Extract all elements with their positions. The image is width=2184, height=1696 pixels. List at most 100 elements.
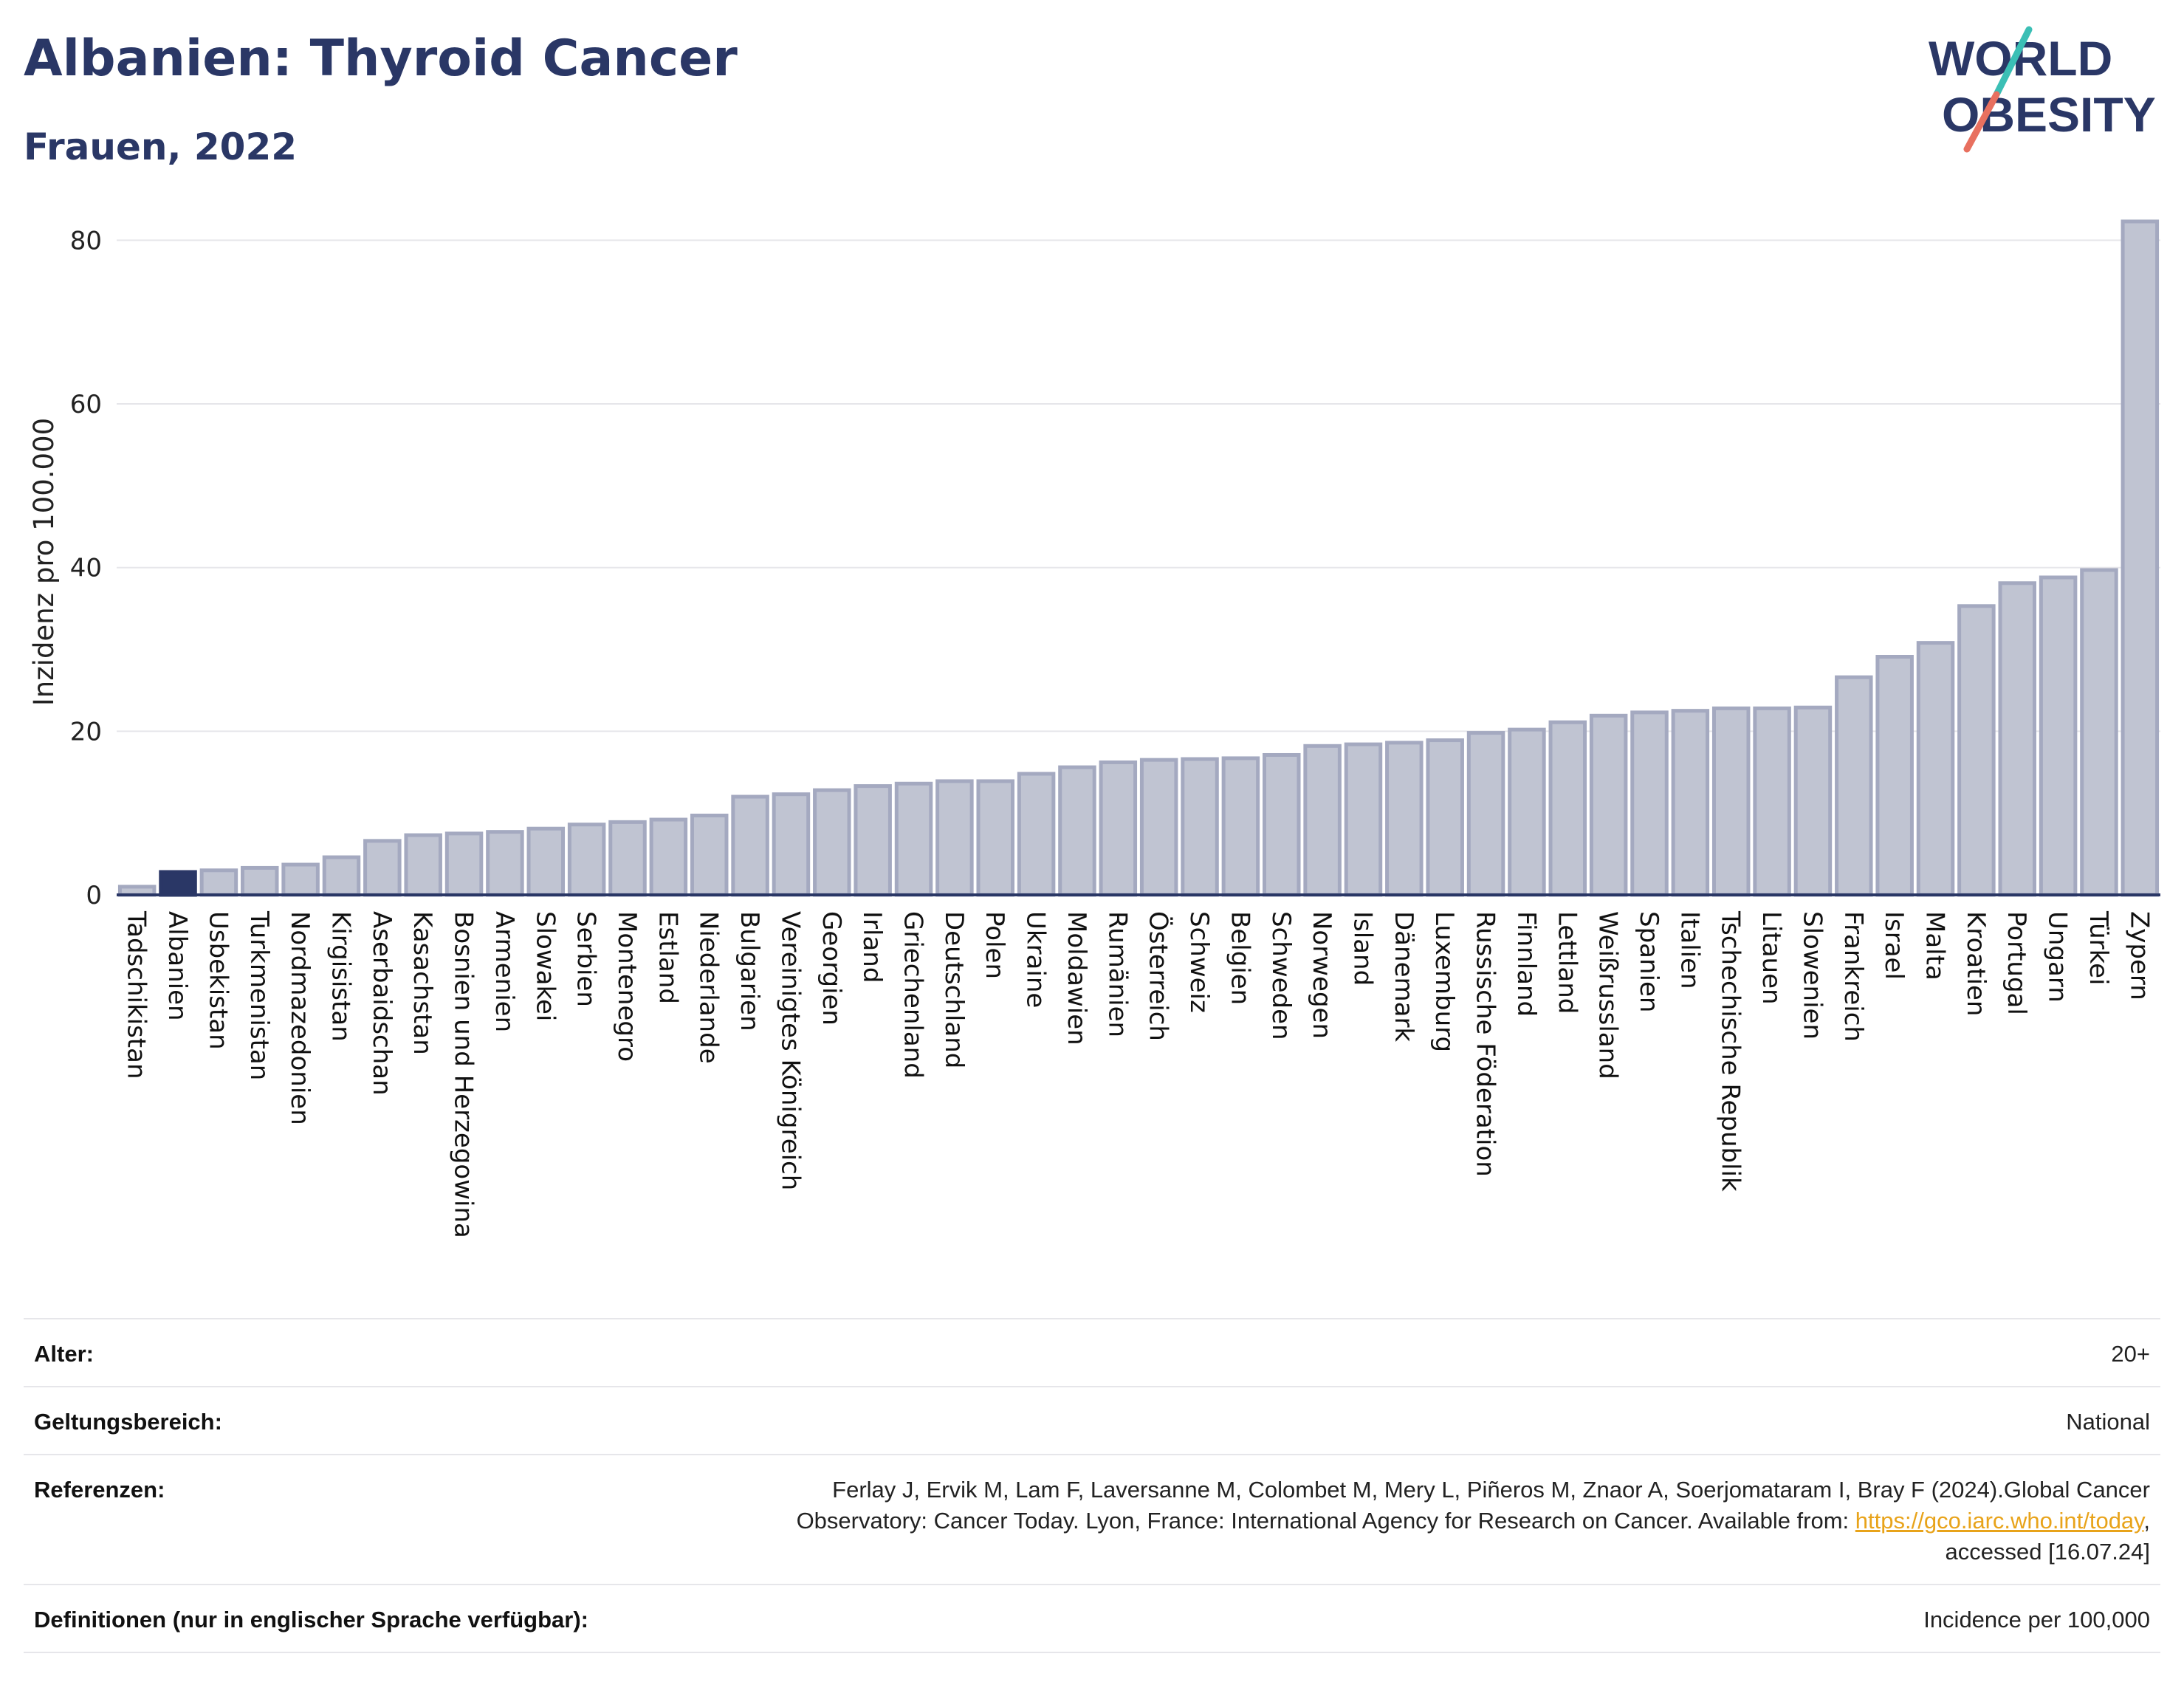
- x-tick-label: Vereinigtes Königreich: [775, 911, 805, 1190]
- meta-row-scope: Geltungsbereich: National: [24, 1386, 2160, 1454]
- x-tick-label: Belgien: [1225, 911, 1254, 1005]
- bar-aserbaidschan: [363, 839, 402, 897]
- bar-weißrussland: [1589, 713, 1628, 897]
- x-tick-label: Italien: [1675, 911, 1704, 989]
- x-tick-label: Finnland: [1511, 911, 1541, 1017]
- bar-zypern: [2121, 219, 2160, 897]
- bar-georgien: [813, 788, 851, 897]
- bar-kirgisistan: [322, 855, 361, 897]
- x-tick-label: Ukraine: [1021, 911, 1051, 1008]
- meta-value-definitions: Incidence per 100,000: [1923, 1607, 2150, 1633]
- bar-irland: [854, 784, 892, 897]
- bar-estland: [649, 817, 688, 897]
- x-tick-label: Lettland: [1552, 911, 1582, 1014]
- x-tick-label: Georgien: [817, 911, 846, 1026]
- bar-island: [1344, 742, 1383, 897]
- bar-serbien: [567, 823, 606, 897]
- meta-row-references: Referenzen: Ferlay J, Ervik M, Lam F, La…: [24, 1454, 2160, 1584]
- x-tick-label: Slowakei: [530, 911, 560, 1021]
- x-tick-label: Deutschland: [939, 911, 969, 1068]
- bar-spanien: [1630, 710, 1669, 897]
- x-tick-label: Nordmazedonien: [285, 911, 315, 1125]
- page-title: Albanien: Thyroid Cancer: [24, 30, 738, 88]
- x-tick-label: Rumänien: [1102, 911, 1132, 1037]
- reference-line-2-end: ,: [2143, 1508, 2150, 1534]
- x-tick-label: Kasachstan: [408, 911, 437, 1055]
- x-tick-label: Bosnien und Herzegowina: [449, 911, 478, 1238]
- meta-label-definitions: Definitionen (nur in englischer Sprache …: [34, 1607, 588, 1633]
- x-tick-label: Schweiz: [1184, 911, 1214, 1013]
- x-tick-label: Armenien: [490, 911, 519, 1032]
- x-tick-label: Montenegro: [612, 911, 642, 1062]
- bar-luxemburg: [1426, 738, 1464, 897]
- world-obesity-logo: WORLD OBESITY: [1929, 26, 2156, 153]
- bar-chart: 0 20 40 60 80 Inzidenz pro 100.000 Tadschikist…: [28, 219, 2160, 1238]
- bar-lettland: [1548, 720, 1587, 897]
- bar-portugal: [1998, 581, 2036, 897]
- x-tick-label: Kroatien: [1961, 911, 1991, 1016]
- bar-kasachstan: [404, 833, 442, 897]
- logo-slash-top: [1993, 26, 2033, 98]
- reference-link[interactable]: https://gco.iarc.who.int/today: [1855, 1508, 2144, 1534]
- x-tick-label: Portugal: [2002, 911, 2031, 1015]
- x-tick-label: Estland: [653, 911, 682, 1004]
- meta-label-scope: Geltungsbereich:: [34, 1409, 222, 1435]
- bar-niederlande: [690, 814, 729, 897]
- x-tick-label: Irland: [857, 911, 887, 983]
- meta-row-age: Alter: 20+: [24, 1318, 2160, 1386]
- bar-finnland: [1508, 727, 1546, 897]
- bar-russische-föderation: [1466, 731, 1505, 897]
- bar-slowenien: [1793, 705, 1833, 897]
- bar-deutschland: [935, 779, 974, 897]
- x-tick-label: Zypern: [2124, 911, 2154, 1000]
- x-tick-label: Island: [1347, 911, 1377, 986]
- bar-israel: [1875, 655, 1914, 897]
- bar-litauen: [1753, 706, 1791, 897]
- bar-dänemark: [1385, 741, 1424, 897]
- bar-nordmazedonien: [281, 862, 320, 897]
- x-tick-label: Schweden: [1266, 911, 1296, 1040]
- x-tick-label: Albanien: [162, 911, 192, 1021]
- x-tick-label: Niederlande: [694, 911, 724, 1064]
- x-tick-label: Tadschikistan: [122, 910, 151, 1079]
- x-tick-label: Norwegen: [1307, 911, 1336, 1039]
- y-tick-label: 0: [86, 881, 102, 910]
- bar-malta: [1916, 641, 1955, 897]
- bar-griechenland: [894, 781, 933, 897]
- bar-moldawien: [1058, 765, 1096, 897]
- bar-vereinigtes-königreich: [772, 792, 811, 897]
- x-tick-label: Israel: [1879, 911, 1909, 980]
- reference-line-1: Ferlay J, Ervik M, Lam F, Laversanne M, …: [832, 1477, 2150, 1503]
- x-tick-label: Polen: [980, 911, 1009, 979]
- meta-label-age: Alter:: [34, 1341, 94, 1367]
- x-tick-label: Luxemburg: [1429, 911, 1459, 1052]
- bar-frankreich: [1835, 675, 1873, 897]
- bar-ungarn: [2039, 575, 2078, 897]
- bar-tschechische-republik: [1711, 706, 1751, 897]
- meta-value-references: Ferlay J, Ervik M, Lam F, Laversanne M, …: [797, 1474, 2150, 1568]
- bar-usbekistan: [199, 868, 238, 897]
- bar-italien: [1671, 709, 1710, 897]
- x-tick-label: Griechenland: [899, 911, 928, 1079]
- bar-norwegen: [1303, 744, 1342, 897]
- x-tick-label: Slowenien: [1797, 911, 1827, 1040]
- bar-montenegro: [608, 820, 647, 897]
- bar-polen: [976, 779, 1014, 897]
- y-tick-label: 20: [70, 717, 102, 746]
- reference-line-2: Observatory: Cancer Today. Lyon, France:…: [797, 1506, 2150, 1537]
- meta-value-scope: National: [2066, 1409, 2150, 1435]
- meta-row-definitions: Definitionen (nur in englischer Sprache …: [24, 1584, 2160, 1653]
- x-tick-label: Bulgarien: [735, 911, 764, 1031]
- page-subtitle: Frauen, 2022: [24, 126, 298, 168]
- x-tick-label: Spanien: [1634, 911, 1663, 1012]
- y-tick-label: 40: [70, 554, 102, 583]
- bar-österreich: [1139, 758, 1178, 897]
- x-tick-label: Litauen: [1757, 911, 1786, 1005]
- y-tick-label: 80: [70, 226, 102, 255]
- bar-turkmenistan: [241, 865, 279, 897]
- x-tick-label: Türkei: [2084, 910, 2113, 985]
- bar-kroatien: [1957, 604, 1996, 897]
- x-tick-label: Moldawien: [1062, 911, 1091, 1046]
- x-tick-label: Turkmenistan: [244, 910, 274, 1080]
- bar-armenien: [486, 830, 524, 897]
